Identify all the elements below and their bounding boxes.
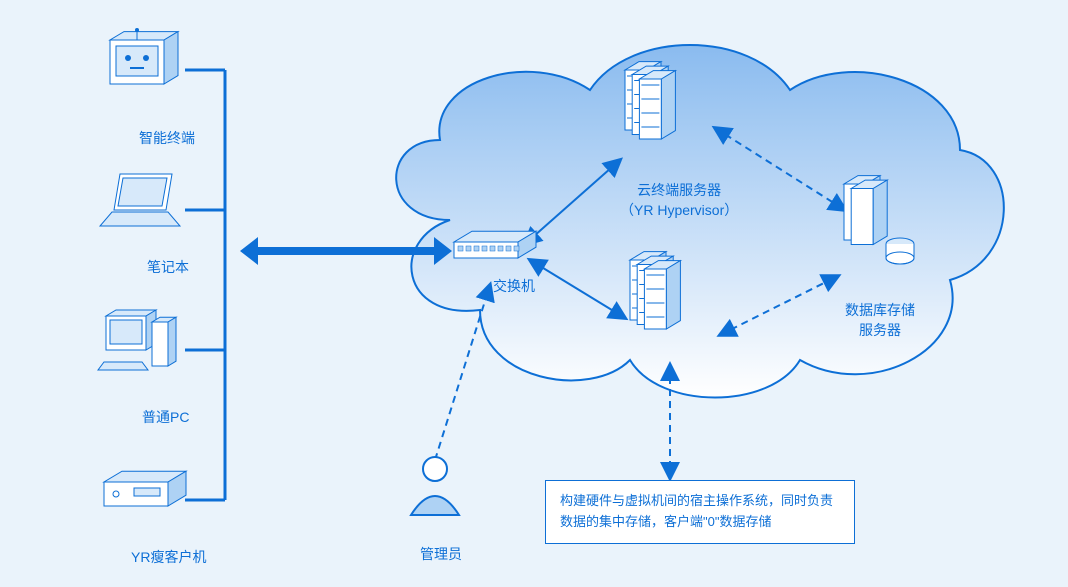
node-icons xyxy=(98,28,914,515)
smart-terminal-icon xyxy=(110,28,178,84)
cloud-server-label: 云终端服务器 （YR Hypervisor） xyxy=(620,180,738,220)
db-server-label: 数据库存储 服务器 xyxy=(845,300,915,340)
admin-icon xyxy=(411,457,459,515)
smart-terminal-label: 智能终端 xyxy=(139,128,195,148)
pc-label: 普通PC xyxy=(142,407,189,427)
switch-label: 交换机 xyxy=(493,276,535,296)
pc-icon xyxy=(98,310,176,370)
admin-label: 管理员 xyxy=(420,544,462,564)
host-server-callout: 构建硬件与虚拟机间的宿主操作系统，同时负责数据的集中存储，客户端"0"数据存储 xyxy=(545,480,855,544)
main-link-arrow xyxy=(240,237,452,265)
laptop-label: 笔记本 xyxy=(147,257,189,277)
switch-icon xyxy=(454,231,536,258)
cloud-shape xyxy=(396,45,1004,398)
thin-client-icon xyxy=(104,471,186,506)
cloud-server-icon xyxy=(625,62,675,139)
host-server-icon xyxy=(630,252,680,329)
thin-client-label: YR瘦客户机 xyxy=(131,547,206,567)
laptop-icon xyxy=(100,174,180,226)
db-server-icon xyxy=(844,176,914,264)
